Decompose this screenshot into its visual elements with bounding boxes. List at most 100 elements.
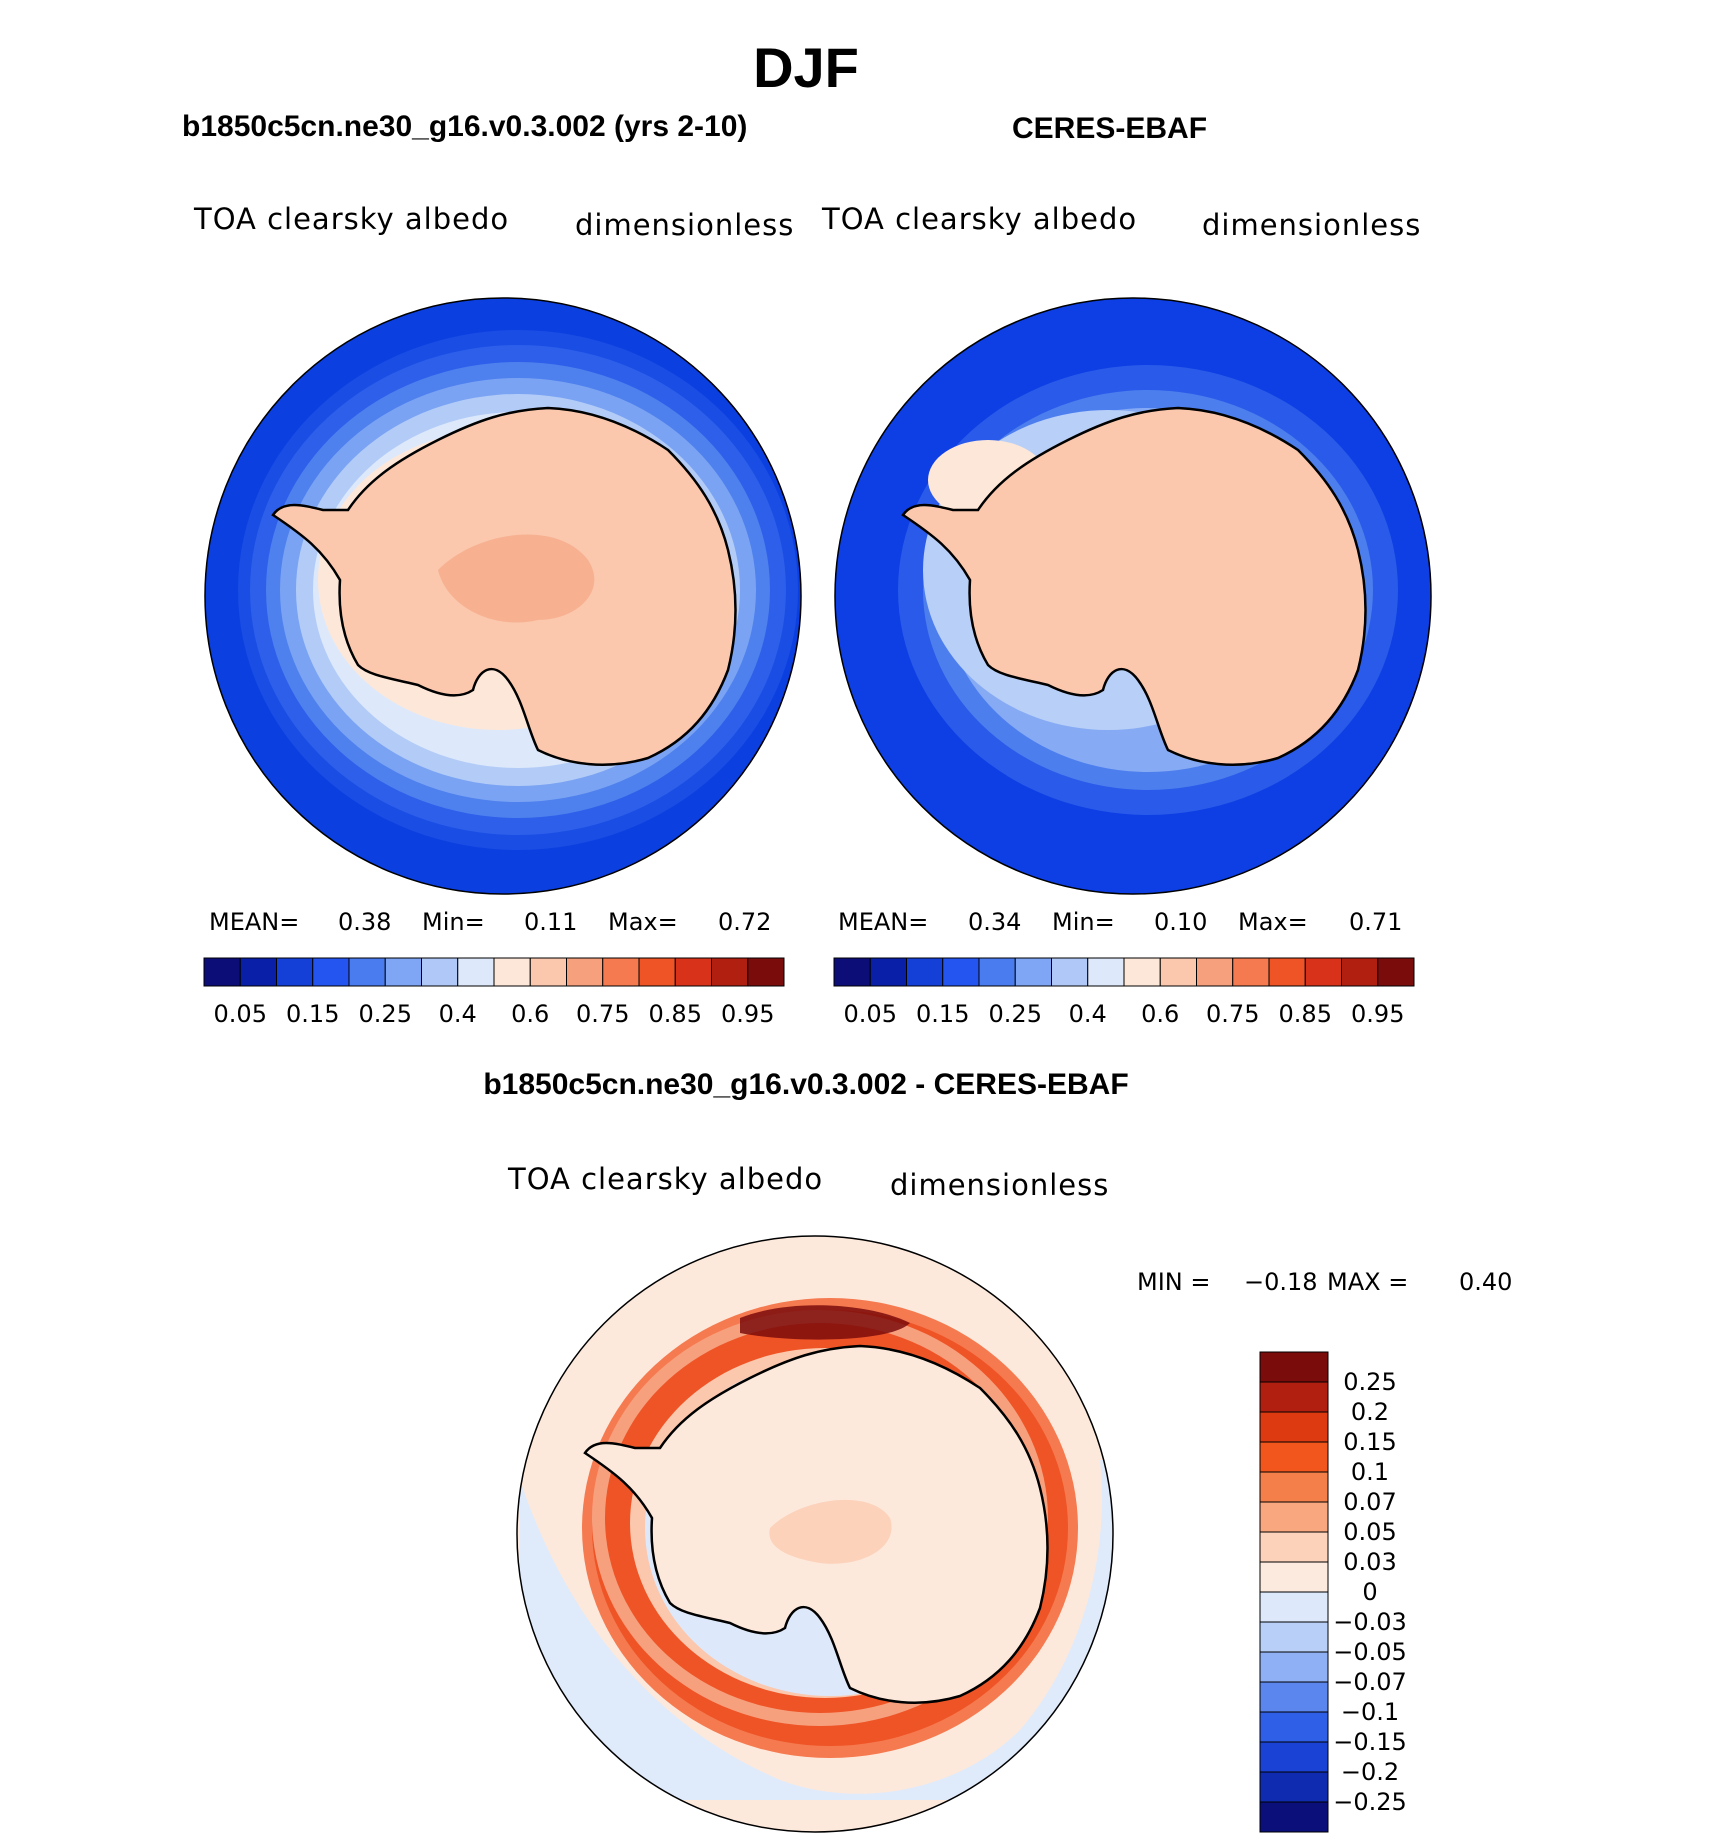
left-colorbar-swatch xyxy=(747,957,785,987)
right-colorbar-tick-label: 0.6 xyxy=(1141,1000,1179,1028)
right-colorbar-swatch xyxy=(942,957,980,987)
diff-colorbar-tick-label: 0.25 xyxy=(1343,1368,1396,1396)
right-colorbar-swatch xyxy=(1159,957,1197,987)
diff-colorbar-swatch xyxy=(1259,1741,1329,1773)
diff-colorbar-swatch xyxy=(1259,1591,1329,1623)
right-colorbar-tick-label: 0.05 xyxy=(844,1000,897,1028)
left-colorbar-tick-label: 0.75 xyxy=(576,1000,629,1028)
diff-colorbar-tick-label: −0.07 xyxy=(1333,1668,1407,1696)
right-colorbar-swatch xyxy=(1196,957,1234,987)
diff-colorbar-swatch xyxy=(1259,1411,1329,1443)
diff-colorbar-swatch xyxy=(1259,1471,1329,1503)
diff-colorbar-tick-label: −0.15 xyxy=(1333,1728,1407,1756)
diff-colorbar-swatch xyxy=(1259,1381,1329,1413)
right-colorbar-swatch xyxy=(978,957,1016,987)
left-max-label: Max= xyxy=(608,908,678,936)
diff-colorbar-swatch xyxy=(1259,1441,1329,1473)
diff-colorbar-tick-label: 0.03 xyxy=(1343,1548,1396,1576)
diff-colorbar-tick-label: −0.03 xyxy=(1333,1608,1407,1636)
left-colorbar-swatch xyxy=(602,957,640,987)
right-colorbar-swatch xyxy=(1232,957,1270,987)
right-colorbar-swatch xyxy=(833,957,871,987)
right-mean-label: MEAN= xyxy=(838,908,929,936)
diff-colorbar-tick-label: −0.05 xyxy=(1333,1638,1407,1666)
right-mean-value: 0.34 xyxy=(968,908,1022,936)
left-colorbar-swatch xyxy=(203,957,241,987)
diff-colorbar-tick-label: 0.1 xyxy=(1351,1458,1389,1486)
right-map-border xyxy=(834,297,1432,895)
left-min-value: 0.11 xyxy=(524,908,578,936)
left-variable-label: TOA clearsky albedo xyxy=(194,202,510,236)
diff-colorbar-swatch xyxy=(1259,1561,1329,1593)
right-colorbar: 0.05 0.15 0.25 0.4 0.6 0.75 0.85 0.95 xyxy=(833,957,1415,1028)
diff-colorbar-tick-label: 0 xyxy=(1362,1578,1377,1606)
right-colorbar-tick-label: 0.4 xyxy=(1069,1000,1107,1028)
diff-colorbar-tick-label: −0.2 xyxy=(1341,1758,1399,1786)
left-colorbar-swatch xyxy=(276,957,314,987)
diff-map-border xyxy=(516,1235,1114,1833)
diff-colorbar-swatch xyxy=(1259,1351,1329,1383)
left-colorbar-swatch xyxy=(638,957,676,987)
diff-colorbar-tick-label: 0.15 xyxy=(1343,1428,1396,1456)
right-colorbar-swatch xyxy=(1123,957,1161,987)
panel-right-title: CERES-EBAF xyxy=(1012,112,1208,145)
diff-min-label: MIN = xyxy=(1137,1268,1211,1296)
diff-units-label: dimensionless xyxy=(890,1168,1110,1202)
right-colorbar-tick-label: 0.75 xyxy=(1206,1000,1259,1028)
diff-colorbar: 0.250.20.150.10.070.050.030−0.03−0.05−0.… xyxy=(1259,1351,1407,1833)
diff-colorbar-tick-label: −0.25 xyxy=(1333,1788,1407,1816)
diff-colorbar-swatch xyxy=(1259,1771,1329,1803)
right-colorbar-swatch xyxy=(906,957,944,987)
panel-diff-title: b1850c5cn.ne30_g16.v0.3.002 - CERES-EBAF xyxy=(483,1068,1129,1101)
right-colorbar-tick-label: 0.15 xyxy=(916,1000,969,1028)
left-colorbar-swatch xyxy=(493,957,531,987)
diff-variable-label: TOA clearsky albedo xyxy=(508,1162,824,1196)
right-colorbar-swatch xyxy=(1304,957,1342,987)
left-colorbar-tick-label: 0.95 xyxy=(721,1000,774,1028)
left-min-label: Min= xyxy=(422,908,485,936)
diff-map xyxy=(517,1236,1113,1832)
right-colorbar-swatch xyxy=(1051,957,1089,987)
left-colorbar-tick-label: 0.05 xyxy=(214,1000,267,1028)
left-colorbar-swatch xyxy=(566,957,604,987)
diff-colorbar-tick-label: 0.2 xyxy=(1351,1398,1389,1426)
left-colorbar-swatch xyxy=(674,957,712,987)
right-max-value: 0.71 xyxy=(1349,908,1403,936)
left-map xyxy=(205,298,801,894)
right-colorbar-swatch xyxy=(1341,957,1379,987)
figure-title: DJF xyxy=(753,36,859,99)
right-min-value: 0.10 xyxy=(1154,908,1208,936)
right-colorbar-swatch xyxy=(1087,957,1125,987)
panel-left-title: b1850c5cn.ne30_g16.v0.3.002 (yrs 2-10) xyxy=(182,110,748,143)
right-colorbar-swatch xyxy=(1014,957,1052,987)
right-colorbar-swatch xyxy=(1377,957,1415,987)
diff-colorbar-swatch xyxy=(1259,1531,1329,1563)
left-map-border xyxy=(204,297,802,895)
left-colorbar-tick-label: 0.85 xyxy=(649,1000,702,1028)
diff-colorbar-tick-label: −0.1 xyxy=(1341,1698,1399,1726)
left-colorbar-tick-label: 0.6 xyxy=(511,1000,549,1028)
diff-colorbar-swatch xyxy=(1259,1681,1329,1713)
left-units-label: dimensionless xyxy=(575,208,795,242)
right-colorbar-tick-label: 0.25 xyxy=(989,1000,1042,1028)
left-colorbar-swatch xyxy=(348,957,386,987)
right-max-label: Max= xyxy=(1238,908,1308,936)
left-colorbar-tick-label: 0.15 xyxy=(286,1000,339,1028)
left-colorbar-swatch xyxy=(529,957,567,987)
right-variable-label: TOA clearsky albedo xyxy=(822,202,1138,236)
right-colorbar-swatch xyxy=(869,957,907,987)
right-units-label: dimensionless xyxy=(1202,208,1422,242)
right-map xyxy=(835,298,1431,894)
left-colorbar-tick-label: 0.4 xyxy=(439,1000,477,1028)
right-colorbar-tick-label: 0.85 xyxy=(1279,1000,1332,1028)
right-colorbar-swatch xyxy=(1268,957,1306,987)
left-colorbar-swatch xyxy=(239,957,277,987)
left-colorbar-swatch xyxy=(312,957,350,987)
right-min-label: Min= xyxy=(1052,908,1115,936)
diff-colorbar-swatch xyxy=(1259,1801,1329,1833)
left-colorbar-tick-label: 0.25 xyxy=(359,1000,412,1028)
diff-colorbar-swatch xyxy=(1259,1651,1329,1683)
left-colorbar-swatch xyxy=(384,957,422,987)
left-colorbar: 0.05 0.15 0.25 0.4 0.6 0.75 0.85 0.95 xyxy=(203,957,785,1028)
